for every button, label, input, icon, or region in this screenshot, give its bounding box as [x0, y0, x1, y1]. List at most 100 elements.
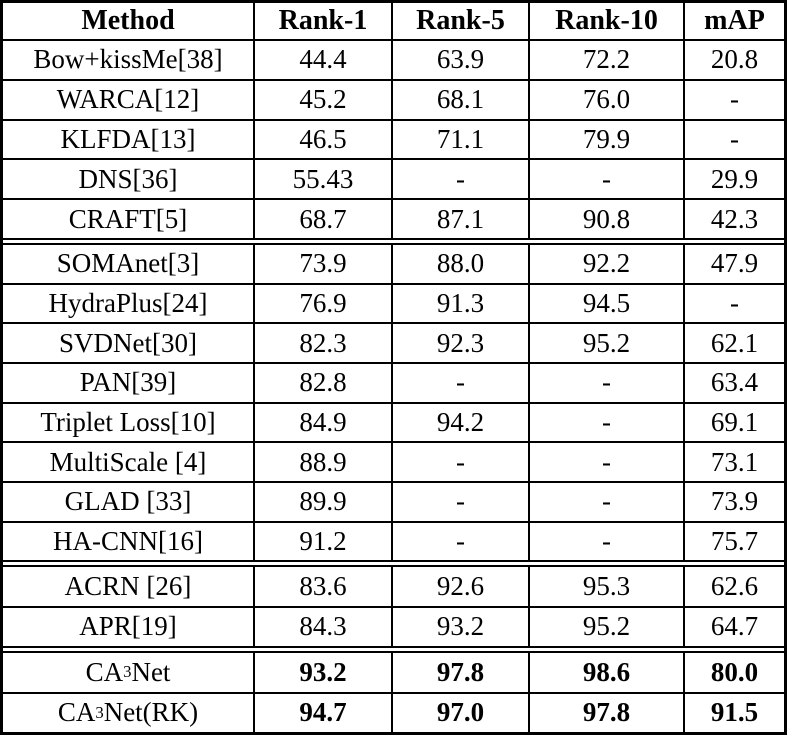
value-cell: 83.6 — [253, 567, 391, 606]
value-cell: 64.7 — [683, 607, 784, 647]
value-cell: 80.0 — [683, 653, 784, 692]
value-cell: 94.7 — [253, 693, 391, 733]
value-cell: - — [528, 483, 683, 521]
value-cell: 44.4 — [253, 41, 391, 79]
group-separator — [3, 238, 784, 246]
value-cell: 76.0 — [528, 80, 683, 119]
value-cell: 75.7 — [683, 522, 784, 561]
method-cell: KLFDA[13] — [60, 124, 196, 155]
table-row: HydraPlus[24] 76.9 91.3 94.5 - — [3, 282, 784, 323]
value-cell: 97.8 — [391, 653, 528, 692]
table-row: APR[19] 84.3 93.2 95.2 64.7 — [3, 605, 784, 647]
value-cell: 47.9 — [683, 245, 784, 283]
value-cell: - — [528, 522, 683, 561]
value-cell: 63.9 — [391, 41, 528, 79]
group-separator — [3, 646, 784, 654]
value-cell: - — [528, 443, 683, 481]
col-header-rank1: Rank-1 — [253, 3, 391, 39]
value-cell: 73.9 — [253, 245, 391, 283]
value-cell: 73.9 — [683, 483, 784, 521]
method-group-3: ACRN [26] 83.6 92.6 95.3 62.6 APR[19] 84… — [3, 567, 784, 647]
value-cell: 93.2 — [253, 653, 391, 692]
table-header-row: Method Rank-1 Rank-5 Rank-10 mAP — [3, 3, 784, 41]
method-cell: Triplet Loss[10] — [40, 407, 216, 438]
value-cell: 91.5 — [683, 693, 784, 733]
value-cell: - — [683, 284, 784, 323]
table-row: Triplet Loss[10] 84.9 94.2 - 69.1 — [3, 401, 784, 442]
value-cell: 94.5 — [528, 284, 683, 323]
value-cell: 79.9 — [528, 120, 683, 159]
value-cell: 76.9 — [253, 284, 391, 323]
value-cell: 69.1 — [683, 403, 784, 442]
value-cell: 97.8 — [528, 693, 683, 733]
value-cell: 20.8 — [683, 41, 784, 79]
table-row: SVDNet[30] 82.3 92.3 95.2 62.1 — [3, 322, 784, 363]
method-group-1: Bow+kissMe[38] 44.4 63.9 72.2 20.8 WARCA… — [3, 41, 784, 239]
table-row: ACRN [26] 83.6 92.6 95.3 62.6 — [3, 567, 784, 606]
value-cell: 94.2 — [391, 403, 528, 442]
table-row: CA 3 Net(RK) 94.7 97.0 97.8 91.5 — [3, 691, 784, 733]
method-cell: MultiScale [4] — [49, 446, 207, 477]
method-cell: ACRN [26] — [64, 571, 192, 602]
value-cell: 63.4 — [683, 364, 784, 402]
value-cell: 45.2 — [253, 80, 391, 119]
method-cell: CRAFT[5] — [68, 203, 188, 234]
table-row: DNS[36] 55.43 - - 29.9 — [3, 158, 784, 199]
value-cell: - — [528, 364, 683, 402]
value-cell: 71.1 — [391, 120, 528, 159]
value-cell: - — [391, 483, 528, 521]
value-cell: 91.2 — [253, 522, 391, 561]
method-cell: Bow+kissMe[38] — [33, 44, 223, 75]
value-cell: 62.1 — [683, 324, 784, 363]
method-cell: PAN[39] — [79, 367, 177, 398]
value-cell: 84.3 — [253, 607, 391, 647]
col-header-method: Method — [81, 5, 175, 36]
table-row: HA-CNN[16] 91.2 - - 75.7 — [3, 520, 784, 561]
value-cell: 87.1 — [391, 200, 528, 239]
value-cell: 84.9 — [253, 403, 391, 442]
value-cell: 98.6 — [528, 653, 683, 692]
value-cell: - — [683, 120, 784, 159]
value-cell: 68.7 — [253, 200, 391, 239]
value-cell: - — [391, 160, 528, 199]
table-row: PAN[39] 82.8 - - 63.4 — [3, 362, 784, 402]
table-row: GLAD [33] 89.9 - - 73.9 — [3, 481, 784, 521]
table-row: CA 3 Net 93.2 97.8 98.6 80.0 — [3, 653, 784, 692]
table-row: CRAFT[5] 68.7 87.1 90.8 42.3 — [3, 198, 784, 239]
value-cell: 97.0 — [391, 693, 528, 733]
table-row: KLFDA[13] 46.5 71.1 79.9 - — [3, 118, 784, 159]
value-cell: - — [391, 364, 528, 402]
value-cell: 72.2 — [528, 41, 683, 79]
value-cell: 91.3 — [391, 284, 528, 323]
method-cell: CA 3 Net — [85, 656, 171, 687]
value-cell: 92.3 — [391, 324, 528, 363]
method-cell: APR[19] — [79, 611, 177, 642]
value-cell: 95.2 — [528, 324, 683, 363]
col-header-map: mAP — [683, 3, 784, 39]
method-text-pre: CA — [57, 697, 96, 728]
method-cell: CA 3 Net(RK) — [57, 697, 199, 728]
value-cell: 82.8 — [253, 364, 391, 402]
method-text-post: Net(RK) — [103, 697, 199, 728]
value-cell: 62.6 — [683, 567, 784, 606]
method-cell: DNS[36] — [78, 163, 178, 194]
value-cell: 95.2 — [528, 607, 683, 647]
value-cell: 42.3 — [683, 200, 784, 239]
method-group-2: SOMAnet[3] 73.9 88.0 92.2 47.9 HydraPlus… — [3, 245, 784, 561]
method-cell: HA-CNN[16] — [53, 525, 203, 556]
value-cell: - — [528, 403, 683, 442]
value-cell: 68.1 — [391, 80, 528, 119]
method-cell: WARCA[12] — [56, 84, 200, 115]
method-text-post: Net — [131, 656, 171, 687]
col-header-rank10: Rank-10 — [528, 3, 683, 39]
method-cell: HydraPlus[24] — [48, 288, 208, 319]
value-cell: - — [391, 522, 528, 561]
col-header-rank5: Rank-5 — [391, 3, 528, 39]
value-cell: 92.2 — [528, 245, 683, 283]
value-cell: - — [391, 443, 528, 481]
method-cell: SVDNet[30] — [59, 327, 197, 358]
method-cell: GLAD [33] — [64, 486, 192, 517]
value-cell: 89.9 — [253, 483, 391, 521]
table-row: WARCA[12] 45.2 68.1 76.0 - — [3, 78, 784, 119]
